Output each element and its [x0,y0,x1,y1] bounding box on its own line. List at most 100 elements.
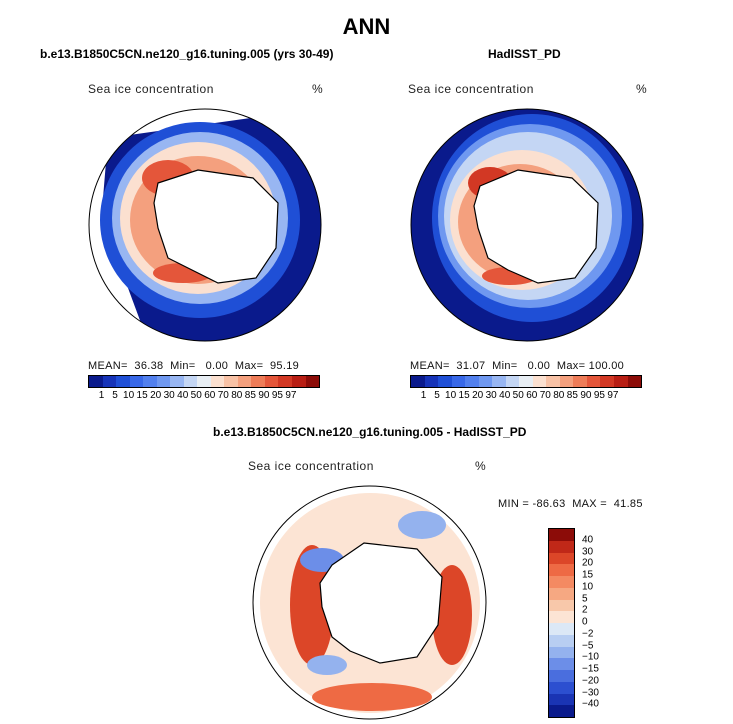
colorbar-swatch [305,376,320,387]
panel3-colorbar-labels: 40 30 20 15 10 5 2 0 −2 −5 −10 −15 −20 −30 −40 [582,528,612,716]
panel3-colorbar [548,528,575,718]
colorbar-tick-label: 40 [582,534,594,546]
colorbar-tick-label: 15 [458,390,470,401]
colorbar-tick-label: 20 [150,390,162,401]
colorbar-tick-label: 70 [539,390,551,401]
colorbar-tick-label: −15 [582,663,599,675]
colorbar-swatch [465,376,479,387]
colorbar-tick-label: 95 [593,390,605,401]
colorbar-tick-label: 50 [190,390,202,401]
colorbar-tick-label: 2 [582,604,588,616]
colorbar-tick-label: 80 [231,390,243,401]
panel3-title: b.e13.B1850C5CN.ne120_g16.tuning.005 - H… [213,425,527,439]
colorbar-tick-label: 1 [420,390,427,401]
colorbar-swatch [156,376,171,387]
colorbar-tick-label: 10 [445,390,457,401]
colorbar-tick-label: −40 [582,698,599,710]
colorbar-tick-label: 60 [526,390,538,401]
colorbar-swatch [532,376,547,387]
panel1-title: b.e13.B1850C5CN.ne120_g16.tuning.005 (yr… [40,47,334,61]
colorbar-swatch [237,376,252,387]
colorbar-swatch [102,376,117,387]
colorbar-swatch [549,646,574,659]
colorbar-swatch [573,376,587,387]
panel3-map [252,485,487,720]
colorbar-tick-label: 50 [512,390,524,401]
colorbar-tick-label: 30 [163,390,175,401]
colorbar-swatch [116,376,130,387]
colorbar-swatch [600,376,614,387]
colorbar-swatch [197,376,211,387]
panel2-field-label: Sea ice concentration [408,82,534,96]
panel1-colorbar-labels: 1 5 10 15 20 30 40 50 60 70 80 85 90 95 97 [88,390,318,402]
colorbar-swatch [549,529,574,541]
colorbar-tick-label: 1 [98,390,105,401]
colorbar-tick-label: 0 [582,616,588,628]
colorbar-swatch [183,376,198,387]
colorbar-tick-label: 5 [112,390,118,401]
colorbar-tick-label: 95 [271,390,283,401]
colorbar-swatch [451,376,466,387]
panel1-stats: MEAN= 36.38 Min= 0.00 Max= 95.19 [88,360,300,372]
colorbar-tick-label: 10 [582,581,594,593]
colorbar-swatch [559,376,574,387]
panel3-stats: MIN = -86.63 MAX = 41.85 [498,498,643,510]
colorbar-swatch [549,599,574,612]
colorbar-swatch [549,693,574,706]
panel2-map [410,108,644,342]
colorbar-swatch [278,376,292,387]
colorbar-swatch [549,611,574,623]
panel2-colorbar [410,375,642,388]
colorbar-swatch [549,540,574,553]
colorbar-tick-label: 97 [607,390,619,401]
colorbar-tick-label: 20 [472,390,484,401]
colorbar-swatch [549,552,574,565]
colorbar-swatch [549,634,574,647]
figure-title: ANN [342,14,391,39]
colorbar-tick-label: 97 [285,390,297,401]
colorbar-swatch [505,376,520,387]
colorbar-swatch [89,376,103,387]
panel2-title: HadISST_PD [488,47,561,61]
colorbar-tick-label: 85 [566,390,578,401]
colorbar-tick-label: 70 [217,390,229,401]
colorbar-tick-label: 15 [136,390,148,401]
colorbar-swatch [549,705,574,717]
colorbar-swatch [549,670,574,682]
panel1-unit-label: % [312,82,323,96]
colorbar-swatch [549,623,574,635]
colorbar-swatch [613,376,628,387]
colorbar-swatch [143,376,157,387]
colorbar-tick-label: −5 [582,640,594,651]
colorbar-swatch [549,658,574,670]
colorbar-tick-label: −10 [582,651,599,663]
panel1-colorbar [88,375,320,388]
colorbar-swatch [224,376,238,387]
colorbar-swatch [586,376,601,387]
colorbar-swatch [549,681,574,694]
colorbar-swatch [129,376,144,387]
colorbar-swatch [264,376,279,387]
colorbar-swatch [627,376,642,387]
colorbar-swatch [478,376,493,387]
colorbar-tick-label: 85 [244,390,256,401]
colorbar-tick-label: 90 [258,390,270,401]
colorbar-tick-label: 60 [204,390,216,401]
colorbar-tick-label: −2 [582,628,594,640]
colorbar-swatch [411,376,425,387]
colorbar-swatch [170,376,184,387]
colorbar-tick-label: 80 [553,390,565,401]
panel3-field-label: Sea ice concentration [248,459,374,473]
colorbar-tick-label: 5 [582,593,588,604]
colorbar-tick-label: 30 [485,390,497,401]
colorbar-tick-label: 90 [580,390,592,401]
colorbar-swatch [546,376,560,387]
colorbar-tick-label: 40 [177,390,189,401]
panel2-stats: MEAN= 31.07 Min= 0.00 Max= 100.00 [410,360,625,372]
panel1-map [88,108,322,342]
panel2-unit-label: % [636,82,647,96]
colorbar-tick-label: 20 [582,557,594,569]
colorbar-swatch [549,576,574,588]
colorbar-swatch [251,376,265,387]
colorbar-tick-label: 5 [434,390,440,401]
